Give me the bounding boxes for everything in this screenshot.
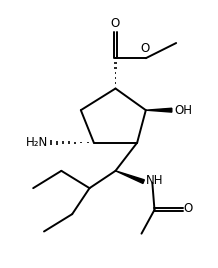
Text: OH: OH: [174, 104, 192, 117]
Polygon shape: [146, 108, 172, 112]
Text: H₂N: H₂N: [26, 136, 48, 149]
Text: O: O: [111, 17, 120, 29]
Text: O: O: [184, 202, 193, 215]
Polygon shape: [116, 171, 144, 184]
Text: NH: NH: [146, 174, 164, 187]
Text: O: O: [140, 42, 149, 55]
